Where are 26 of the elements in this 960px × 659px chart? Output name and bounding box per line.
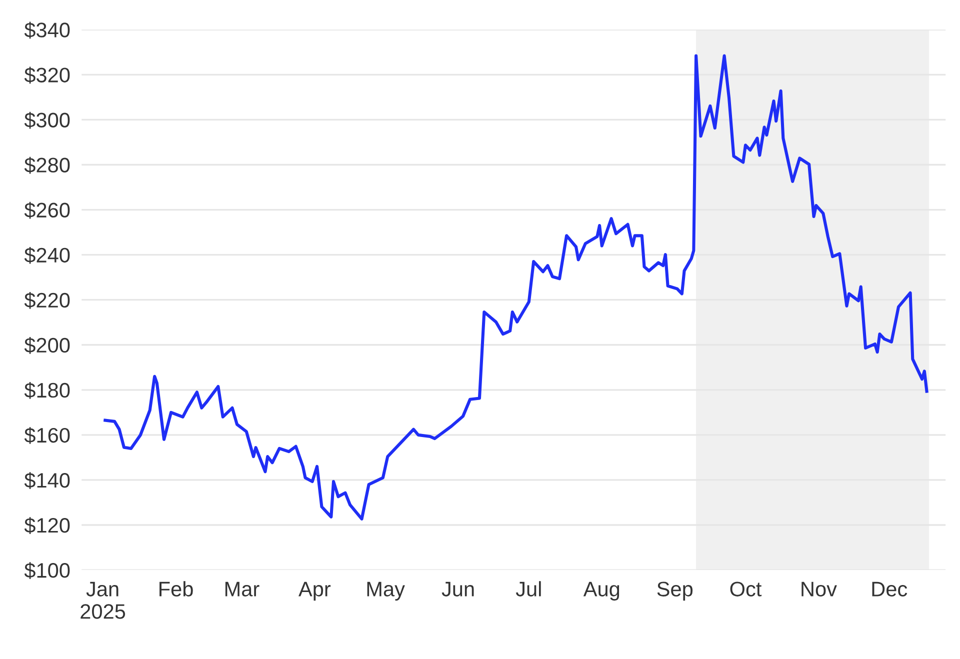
- x-tick-label: Feb: [160, 581, 193, 596]
- x-tick-label: Dec: [872, 582, 908, 596]
- x-tick-label: Mar: [225, 582, 260, 596]
- x-tick-label: Jun: [442, 582, 474, 596]
- y-tick-label: $300: [24, 112, 70, 129]
- x-tick-label: Aug: [583, 582, 620, 601]
- y-tick-label: $220: [24, 292, 70, 309]
- y-tick-label: $180: [24, 382, 70, 399]
- x-tick-label: Jan 2025: [80, 582, 126, 619]
- y-tick-label: $200: [24, 337, 70, 354]
- y-tick-label: $280: [24, 156, 70, 174]
- line-series: [104, 54, 928, 520]
- y-tick-label: $340: [24, 22, 70, 39]
- y-tick-label: $160: [24, 427, 70, 444]
- x-tick-label: Apr: [298, 582, 331, 601]
- x-tick-label: Sep: [657, 582, 693, 601]
- x-tick-label: Jul: [516, 581, 541, 596]
- y-tick-label: $120: [24, 517, 70, 534]
- x-tick-label: Nov: [802, 582, 837, 596]
- x-tick-label: May: [367, 582, 405, 601]
- x-tick-label: Oct: [730, 582, 762, 596]
- y-tick-label: $240: [24, 246, 70, 264]
- y-tick-label: $100: [24, 562, 70, 580]
- y-tick-label: $140: [24, 472, 70, 489]
- y-tick-label: $260: [24, 202, 70, 219]
- y-tick-label: $320: [24, 66, 70, 84]
